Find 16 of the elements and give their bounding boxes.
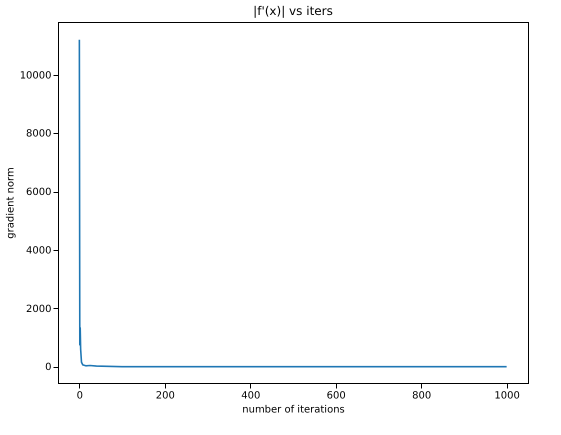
x-axis-title: number of iterations — [242, 404, 345, 416]
x-tick-label: 800 — [412, 390, 432, 402]
y-axis-title: gradient norm — [6, 167, 17, 239]
x-tick-label: 200 — [156, 390, 175, 402]
line-series — [78, 39, 508, 368]
y-tick-label: 10000 — [20, 70, 52, 82]
x-tick-label: 0 — [76, 390, 84, 402]
y-tick-label: 4000 — [26, 245, 52, 256]
x-tick-label: 600 — [326, 390, 346, 402]
x-tick-label: 1000 — [494, 390, 520, 402]
y-tick-label: 0 — [45, 362, 52, 374]
chart-title: |f'(x)| vs iters — [253, 4, 333, 18]
x-tick-label: 400 — [241, 390, 260, 402]
y-tick-label: 6000 — [26, 187, 52, 198]
y-tick-label: 8000 — [26, 128, 52, 140]
y-tick-label: 2000 — [26, 304, 52, 315]
